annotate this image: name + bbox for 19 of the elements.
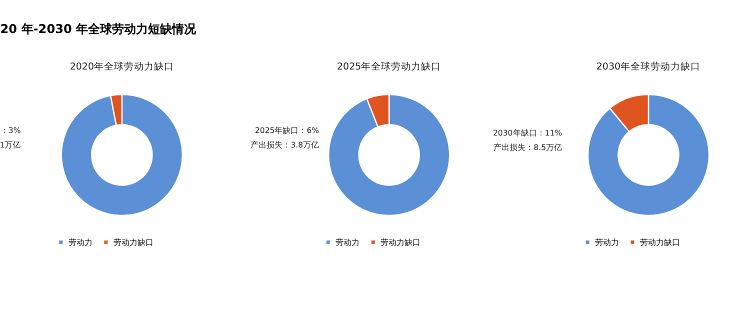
donut-slice xyxy=(60,94,184,216)
text: : 3% xyxy=(3,126,21,135)
text: 1万亿 xyxy=(0,140,21,150)
legend-label: 劳动力缺口 xyxy=(113,238,154,247)
donut-slice xyxy=(328,94,450,216)
chart-title: 2025年全球劳动力缺口 xyxy=(336,60,442,72)
text: 产出损失：3.8万亿 xyxy=(250,140,320,150)
chart-title: 2030年全球劳动力缺口 xyxy=(596,60,701,72)
text: 2030年缺口：11% xyxy=(492,128,562,138)
legend-label: 劳动力 xyxy=(335,238,360,247)
donut-slice xyxy=(587,94,710,216)
text: 20 年-2030 年全球劳动力短缺情况 xyxy=(0,22,198,36)
chart-title: 2020年全球劳动力缺口 xyxy=(70,60,174,72)
legend-label: 劳动力 xyxy=(594,238,619,247)
legend-label: 劳动力缺口 xyxy=(640,238,680,247)
text: 产出损失：8.5万亿 xyxy=(494,143,562,152)
legend-label: 劳动力 xyxy=(68,238,92,247)
text: 2025年缺口：6% xyxy=(254,126,320,135)
legend-label: 劳动力缺口 xyxy=(380,238,420,247)
